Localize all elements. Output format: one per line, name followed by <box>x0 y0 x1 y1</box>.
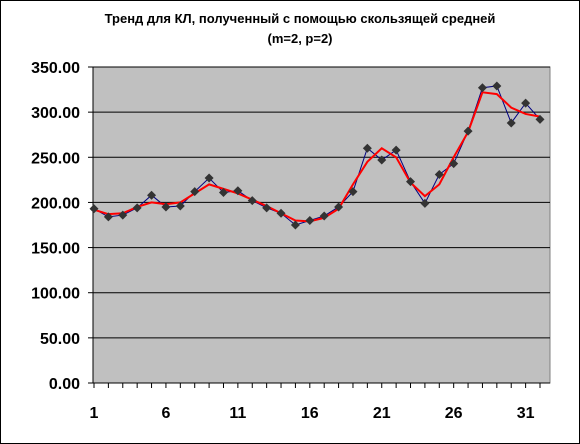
observed-point <box>406 177 416 187</box>
observed-point <box>391 145 401 155</box>
observed-point <box>319 211 329 221</box>
observed-point <box>161 202 171 212</box>
series-trend-line <box>93 91 541 223</box>
observed-point <box>521 98 531 108</box>
y-tick-label: 50.00 <box>40 331 80 348</box>
chart-title-line1: Тренд для КЛ, полученный с помощью сколь… <box>105 11 496 26</box>
observed-point <box>334 202 344 212</box>
observed-point <box>449 159 459 169</box>
observed-point <box>362 143 372 153</box>
y-tick-label: 300.00 <box>31 105 80 122</box>
y-tick-label: 200.00 <box>31 195 80 212</box>
observed-point <box>262 203 272 213</box>
y-tick-label: 100.00 <box>31 286 80 303</box>
observed-point <box>118 210 128 220</box>
observed-point <box>218 187 228 197</box>
observed-point <box>132 203 142 213</box>
observed-point <box>103 212 113 222</box>
observed-point <box>377 155 387 165</box>
observed-point <box>147 190 157 200</box>
observed-point <box>506 118 516 128</box>
x-tick-label: 1 <box>90 405 99 422</box>
x-tick-label: 31 <box>517 405 535 422</box>
x-tick-label: 11 <box>229 405 246 422</box>
observed-point <box>305 215 315 225</box>
observed-point <box>233 186 243 196</box>
x-tick-label: 16 <box>301 405 319 422</box>
observed-point <box>477 83 487 93</box>
chart-title-line2: (m=2, p=2) <box>267 31 332 46</box>
observed-point <box>434 169 444 179</box>
observed-point <box>463 126 473 136</box>
observed-point <box>535 114 545 124</box>
observed-point <box>290 220 300 230</box>
observed-point <box>247 196 257 206</box>
x-tick-label: 6 <box>161 405 170 422</box>
observed-point <box>276 208 286 218</box>
y-tick-label: 0.00 <box>49 376 80 393</box>
y-tick-label: 150.00 <box>31 241 80 258</box>
x-tick-label: 26 <box>445 405 463 422</box>
y-tick-label: 250.00 <box>31 150 80 167</box>
observed-point <box>190 187 200 197</box>
observed-point <box>348 187 358 197</box>
observed-point <box>492 81 502 91</box>
observed-point <box>89 204 99 214</box>
y-tick-label: 350.00 <box>31 60 80 77</box>
observed-point <box>175 201 185 211</box>
observed-point <box>204 173 214 183</box>
x-tick-label: 21 <box>373 405 391 422</box>
observed-point <box>420 198 430 208</box>
plot-area <box>92 66 551 384</box>
